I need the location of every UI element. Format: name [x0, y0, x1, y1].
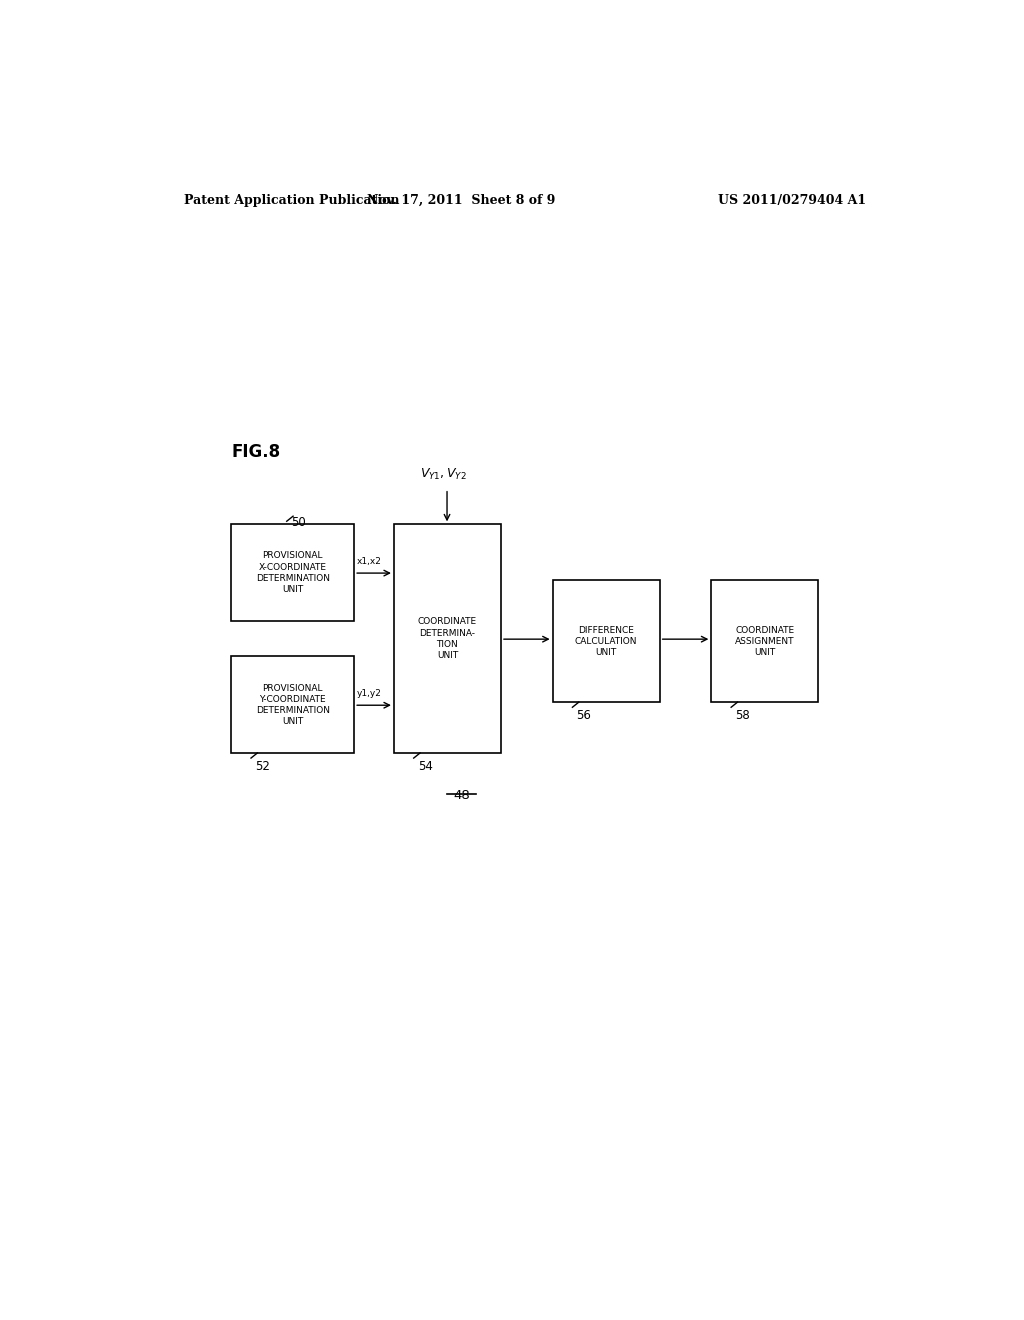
Text: x1,x2: x1,x2 [356, 557, 381, 566]
Text: PROVISIONAL
X-COORDINATE
DETERMINATION
UNIT: PROVISIONAL X-COORDINATE DETERMINATION U… [256, 552, 330, 594]
Text: COORDINATE
ASSIGNMENT
UNIT: COORDINATE ASSIGNMENT UNIT [735, 626, 795, 657]
Text: $V_{Y1},V_{Y2}$: $V_{Y1},V_{Y2}$ [420, 466, 467, 482]
Bar [712, 581, 818, 702]
Text: 48: 48 [453, 788, 470, 801]
Text: DIFFERENCE
CALCULATION
UNIT: DIFFERENCE CALCULATION UNIT [574, 626, 637, 657]
Bar [553, 581, 659, 702]
Text: US 2011/0279404 A1: US 2011/0279404 A1 [718, 194, 866, 207]
Text: 52: 52 [255, 760, 270, 774]
Text: PROVISIONAL
Y-COORDINATE
DETERMINATION
UNIT: PROVISIONAL Y-COORDINATE DETERMINATION U… [256, 684, 330, 726]
Bar [394, 524, 501, 752]
Text: Nov. 17, 2011  Sheet 8 of 9: Nov. 17, 2011 Sheet 8 of 9 [368, 194, 555, 207]
Bar [231, 524, 354, 620]
Text: 50: 50 [291, 516, 305, 529]
Bar [231, 656, 354, 752]
Text: COORDINATE
DETERMINA-
TION
UNIT: COORDINATE DETERMINA- TION UNIT [418, 618, 477, 660]
Text: FIG.8: FIG.8 [231, 444, 281, 461]
Text: 58: 58 [735, 709, 750, 722]
Text: 56: 56 [577, 709, 591, 722]
Text: Patent Application Publication: Patent Application Publication [183, 194, 399, 207]
Text: 54: 54 [418, 760, 432, 774]
Text: y1,y2: y1,y2 [356, 689, 381, 698]
